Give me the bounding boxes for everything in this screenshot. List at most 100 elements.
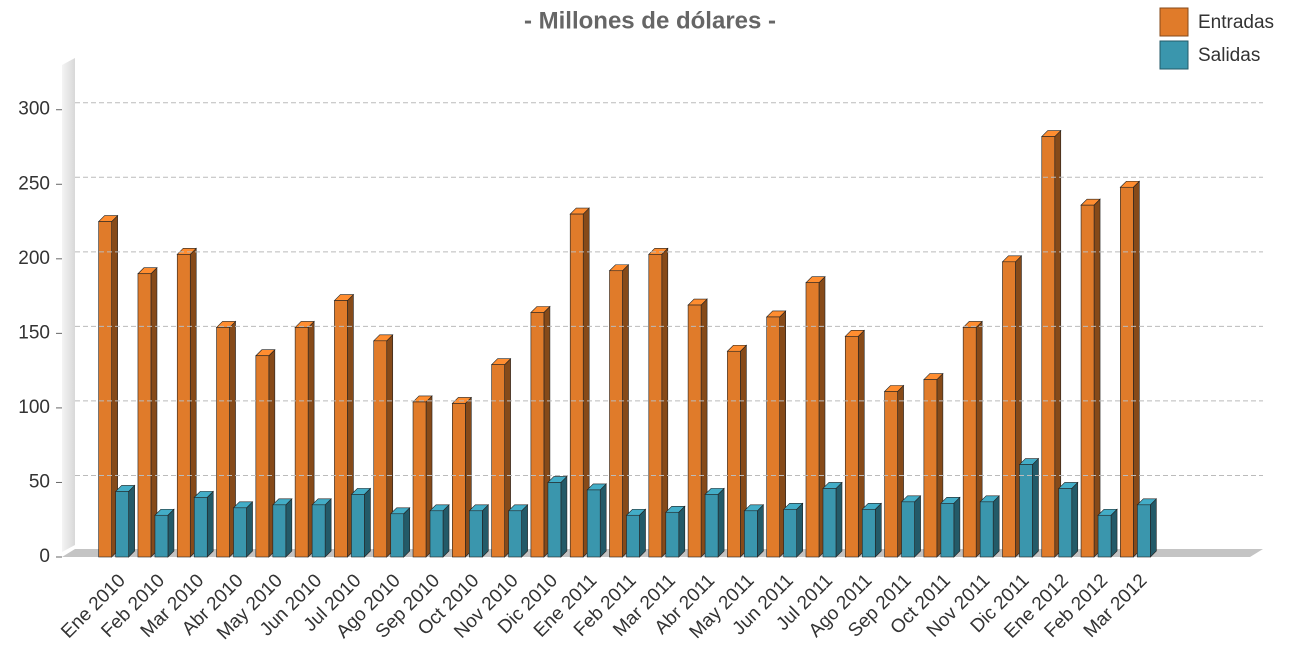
legend-label: Entradas	[1198, 12, 1274, 33]
legend-swatch	[1159, 40, 1189, 70]
bar	[547, 482, 562, 558]
bar-side	[717, 487, 725, 558]
bar	[648, 254, 663, 558]
bar	[530, 312, 545, 558]
bar-side	[796, 502, 803, 558]
plot	[97, 129, 1158, 558]
bar	[979, 501, 994, 558]
bar	[1080, 204, 1095, 558]
bar-side	[1032, 457, 1039, 558]
bar	[940, 503, 955, 558]
bar	[609, 270, 623, 558]
bar-side	[364, 487, 371, 558]
bar	[351, 494, 365, 558]
bar	[861, 508, 876, 558]
bar	[255, 355, 270, 558]
bar	[272, 504, 287, 558]
bar	[154, 514, 169, 558]
legend-label: Salidas	[1198, 45, 1260, 66]
bar-side	[521, 504, 528, 558]
bar	[1137, 504, 1151, 558]
bar-side	[639, 508, 646, 558]
bar	[1120, 186, 1134, 558]
bar-side	[167, 508, 175, 558]
bar-side	[757, 504, 764, 558]
bar-side	[992, 495, 1000, 558]
bar	[704, 494, 719, 558]
bar	[491, 364, 505, 558]
bar-side	[622, 264, 629, 558]
bar-side	[1071, 481, 1079, 558]
bar-side	[599, 483, 607, 558]
bar	[176, 254, 191, 558]
bar	[1041, 136, 1056, 558]
bar	[1097, 514, 1112, 558]
bar-side	[285, 498, 293, 558]
bar-side	[874, 502, 882, 558]
bar	[233, 507, 247, 558]
bar	[469, 510, 483, 558]
y-tick-label: 100	[18, 397, 50, 418]
bar-side	[661, 247, 669, 558]
bar	[98, 221, 112, 558]
bar	[1058, 488, 1073, 558]
bar	[783, 508, 797, 558]
bar-side	[246, 501, 253, 558]
bar	[901, 501, 915, 558]
bar	[962, 327, 977, 558]
bar	[1019, 464, 1033, 558]
bar	[744, 510, 758, 558]
bar	[1002, 261, 1016, 558]
y-tick-label: 300	[18, 99, 50, 120]
bar-side	[953, 496, 961, 558]
y-tick-label: 250	[18, 173, 50, 194]
bar	[412, 401, 427, 558]
bar	[373, 340, 388, 558]
bar	[884, 391, 898, 558]
bar-side	[560, 475, 568, 558]
bar-side	[324, 498, 332, 558]
bar-side	[150, 267, 158, 558]
bar	[569, 213, 584, 558]
legend-swatch	[1159, 7, 1189, 37]
bar-side	[1150, 498, 1157, 558]
bar-side	[482, 504, 489, 558]
y-tick-label: 50	[29, 471, 50, 492]
bar	[665, 511, 680, 558]
bar	[844, 336, 859, 558]
bar	[586, 489, 601, 558]
bar	[766, 316, 780, 558]
bar	[923, 379, 938, 558]
bar	[429, 510, 444, 558]
bar-side	[678, 505, 686, 558]
bar-side	[206, 490, 214, 558]
bar	[294, 327, 309, 558]
bar	[216, 327, 230, 558]
y-tick-label: 0	[39, 546, 50, 567]
bar	[727, 350, 741, 558]
bar	[115, 491, 129, 558]
bar	[508, 510, 522, 558]
bar	[193, 497, 208, 558]
bar	[822, 488, 837, 558]
bar	[687, 304, 702, 558]
bar-side	[1110, 508, 1118, 558]
bar-side	[442, 504, 450, 558]
y-tick-label: 150	[18, 322, 50, 343]
bar-side	[1133, 180, 1140, 558]
bar-side	[835, 481, 843, 558]
bar-side	[1093, 198, 1101, 558]
bar	[452, 403, 466, 558]
y-tick-label: 200	[18, 248, 50, 269]
bar	[626, 514, 640, 558]
bar	[390, 513, 405, 558]
bar	[311, 504, 326, 558]
bar-side	[914, 495, 921, 558]
chart-title: - Millones de dólares -	[524, 7, 776, 34]
bar	[334, 300, 348, 558]
bar	[137, 273, 152, 558]
back-wall	[62, 58, 75, 552]
bar-side	[403, 507, 411, 558]
bar	[805, 282, 820, 558]
